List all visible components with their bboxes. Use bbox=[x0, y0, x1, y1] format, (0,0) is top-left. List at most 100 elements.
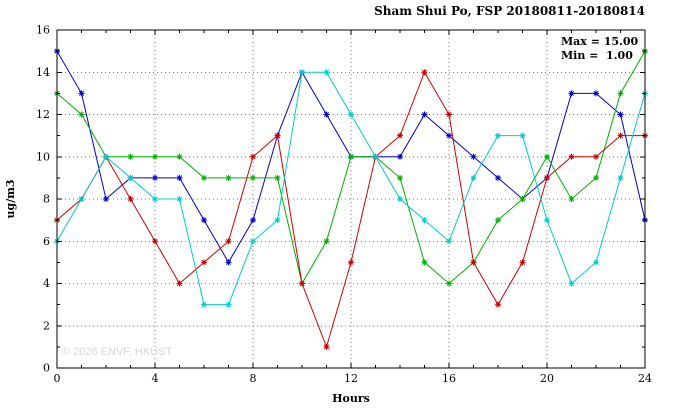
data-point-marker bbox=[78, 196, 85, 202]
chart-title: Sham Shui Po, FSP 20180811-20180814 bbox=[374, 4, 645, 18]
data-point-marker bbox=[348, 111, 354, 118]
data-point-marker bbox=[470, 153, 477, 160]
data-point-marker bbox=[225, 174, 232, 181]
data-point-marker bbox=[250, 174, 256, 181]
data-point-marker bbox=[495, 174, 501, 181]
data-point-marker bbox=[127, 153, 134, 160]
x-tick-label: 24 bbox=[638, 372, 652, 385]
data-point-marker bbox=[201, 259, 207, 266]
data-point-marker bbox=[397, 174, 403, 181]
data-point-marker bbox=[225, 301, 232, 308]
data-point-marker bbox=[544, 153, 550, 160]
data-point-marker bbox=[593, 259, 599, 266]
data-point-marker bbox=[152, 196, 158, 202]
data-point-marker bbox=[127, 196, 134, 202]
data-point-marker bbox=[274, 132, 281, 139]
y-tick-label: 2 bbox=[43, 319, 50, 332]
data-point-marker bbox=[152, 238, 158, 245]
x-tick-label: 8 bbox=[250, 372, 257, 385]
data-point-marker bbox=[299, 69, 305, 76]
data-point-marker bbox=[250, 153, 256, 160]
data-point-marker bbox=[446, 238, 452, 245]
data-point-marker bbox=[397, 132, 403, 139]
data-point-marker bbox=[519, 196, 526, 202]
x-tick-label: 16 bbox=[442, 372, 456, 385]
data-point-marker bbox=[495, 301, 501, 308]
data-point-marker bbox=[274, 217, 281, 224]
data-point-marker bbox=[593, 90, 599, 97]
data-point-marker bbox=[127, 174, 134, 181]
data-point-marker bbox=[421, 259, 428, 266]
x-tick-label: 20 bbox=[540, 372, 554, 385]
data-point-marker bbox=[201, 301, 207, 308]
data-point-marker bbox=[470, 259, 477, 266]
data-point-marker bbox=[323, 111, 330, 118]
data-point-marker bbox=[299, 280, 305, 287]
data-point-marker bbox=[446, 280, 452, 287]
data-point-marker bbox=[348, 259, 354, 266]
data-point-marker bbox=[201, 217, 207, 224]
data-point-marker bbox=[544, 217, 550, 224]
x-tick-label: 0 bbox=[54, 372, 61, 385]
x-tick-label: 12 bbox=[344, 372, 358, 385]
data-point-marker bbox=[225, 259, 232, 266]
data-point-marker bbox=[568, 196, 575, 202]
data-point-marker bbox=[568, 280, 575, 287]
data-point-marker bbox=[103, 153, 109, 160]
min-annotation: Min = 1.00 bbox=[561, 49, 633, 62]
gridlines bbox=[57, 30, 645, 368]
y-tick-label: 4 bbox=[43, 277, 50, 290]
y-tick-label: 0 bbox=[43, 362, 50, 375]
data-point-marker bbox=[617, 111, 624, 118]
data-point-marker bbox=[421, 111, 428, 118]
x-axis-label: Hours bbox=[332, 392, 370, 405]
data-point-marker bbox=[617, 132, 624, 139]
data-point-marker bbox=[323, 238, 330, 245]
data-point-marker bbox=[323, 69, 330, 76]
data-point-marker bbox=[495, 132, 501, 139]
data-point-marker bbox=[201, 174, 207, 181]
y-tick-label: 6 bbox=[43, 235, 50, 248]
data-point-marker bbox=[397, 153, 403, 160]
data-point-marker bbox=[372, 153, 379, 160]
data-point-marker bbox=[470, 174, 477, 181]
data-point-marker bbox=[225, 238, 232, 245]
data-point-marker bbox=[593, 174, 599, 181]
data-point-marker bbox=[617, 174, 624, 181]
data-point-marker bbox=[152, 174, 158, 181]
data-point-marker bbox=[421, 217, 428, 224]
data-point-marker bbox=[495, 217, 501, 224]
y-axis-label: ug/m3 bbox=[4, 180, 17, 219]
data-point-marker bbox=[568, 90, 575, 97]
data-point-marker bbox=[323, 343, 330, 350]
y-tick-label: 14 bbox=[36, 66, 50, 79]
data-point-marker bbox=[617, 90, 624, 97]
data-point-marker bbox=[274, 174, 281, 181]
axis-ticks bbox=[56, 29, 646, 369]
data-point-marker bbox=[348, 153, 354, 160]
data-point-marker bbox=[78, 90, 85, 97]
series-day4-cyan bbox=[54, 69, 648, 308]
data-point-marker bbox=[568, 153, 575, 160]
data-point-marker bbox=[176, 196, 183, 202]
data-point-marker bbox=[250, 217, 256, 224]
watermark: © 2026 ENVF, HKUST bbox=[62, 346, 172, 358]
data-point-marker bbox=[446, 111, 452, 118]
data-point-marker bbox=[593, 153, 599, 160]
data-point-marker bbox=[250, 238, 256, 245]
series-day3-red bbox=[54, 69, 648, 350]
y-tick-label: 10 bbox=[36, 150, 50, 163]
data-point-marker bbox=[397, 196, 403, 202]
data-point-marker bbox=[176, 280, 183, 287]
data-series bbox=[54, 48, 648, 350]
data-point-marker bbox=[519, 259, 526, 266]
y-tick-label: 8 bbox=[43, 193, 50, 206]
data-point-marker bbox=[544, 174, 550, 181]
data-point-marker bbox=[446, 132, 452, 139]
y-tick-label: 12 bbox=[36, 108, 50, 121]
data-point-marker bbox=[78, 111, 85, 118]
data-point-marker bbox=[519, 132, 526, 139]
